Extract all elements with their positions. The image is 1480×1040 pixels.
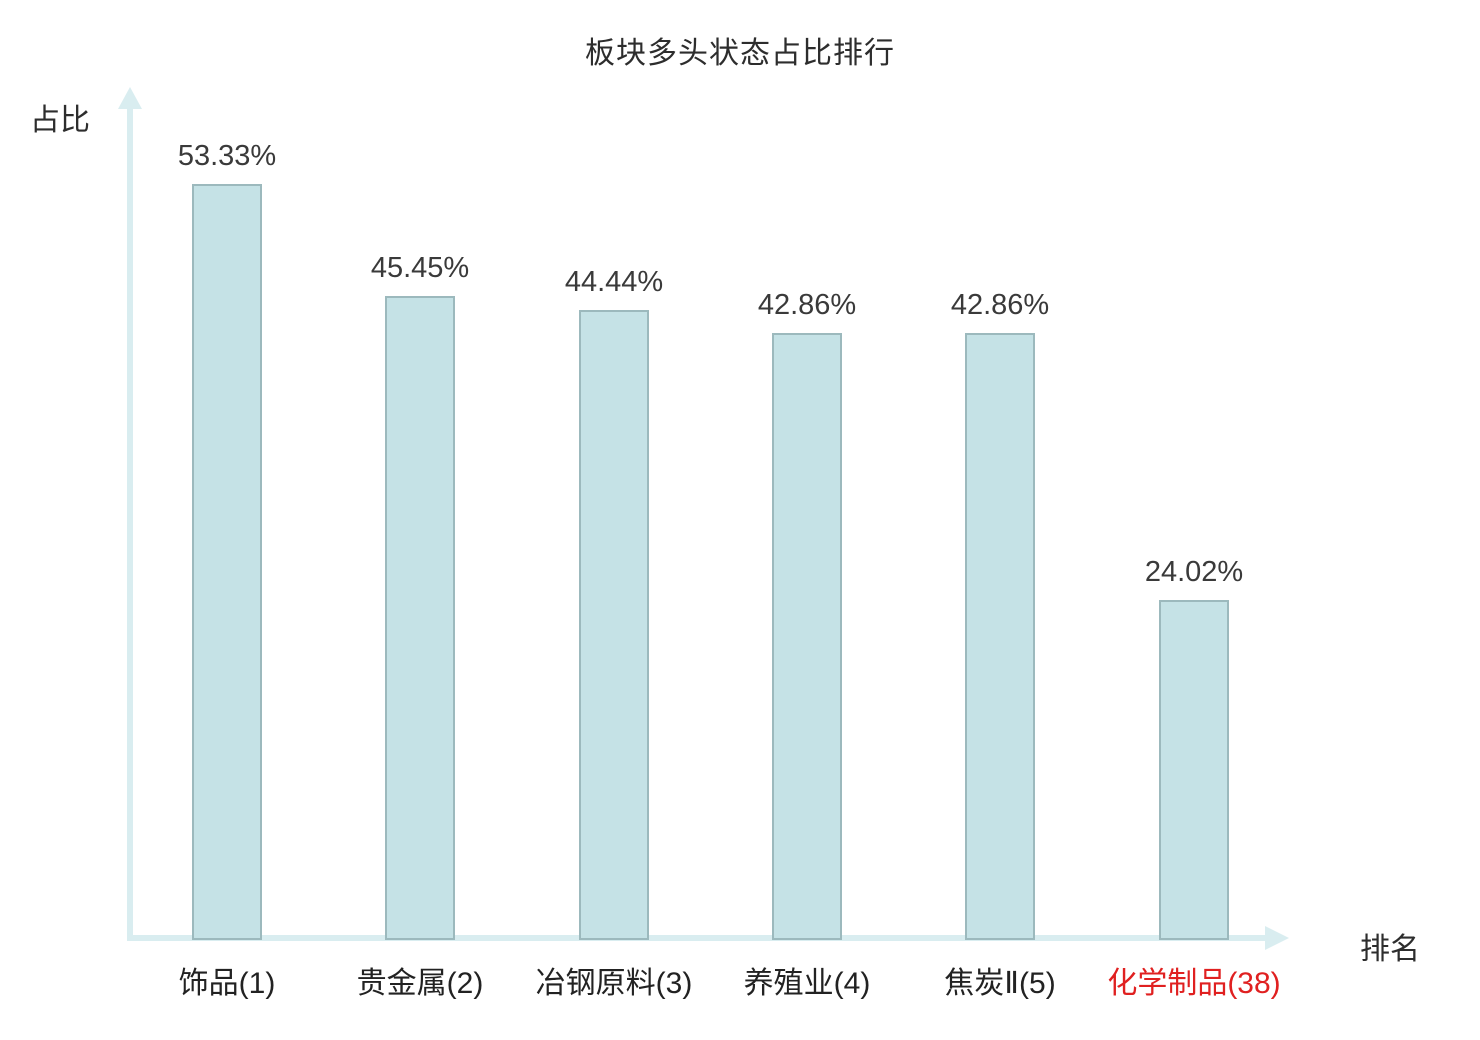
category-label-3: 冶钢原料(3) (535, 967, 693, 1000)
bar-贵金属(2) (385, 296, 455, 940)
y-axis-label: 占比 (30, 104, 90, 137)
bar-value-label: 42.86% (950, 289, 1050, 321)
x-axis-label: 排名 (1360, 933, 1420, 966)
x-axis-line (127, 935, 1265, 941)
category-label-4: 养殖业(4) (743, 967, 871, 1000)
bar-饰品(1) (192, 184, 262, 940)
chart-title: 板块多头状态占比排行 (585, 37, 895, 70)
y-axis-line (127, 104, 133, 941)
y-axis-arrowhead-icon (118, 87, 142, 109)
bar-value-label: 53.33% (177, 140, 277, 172)
category-label-1: 饰品(1) (178, 967, 276, 1000)
bar-冶钢原料(3) (579, 310, 649, 940)
category-label-6: 化学制品(38) (1107, 967, 1281, 1000)
bar-value-label: 45.45% (370, 252, 470, 284)
x-axis-arrowhead-icon (1265, 926, 1289, 950)
bar-焦炭Ⅱ(5) (965, 333, 1035, 940)
bar-value-label: 24.02% (1144, 556, 1244, 588)
bar-化学制品(38) (1159, 600, 1229, 940)
bar-value-label: 42.86% (757, 289, 857, 321)
bar-value-label: 44.44% (564, 266, 664, 298)
category-label-5: 焦炭Ⅱ(5) (944, 967, 1056, 1000)
category-label-2: 贵金属(2) (356, 967, 484, 1000)
bar-养殖业(4) (772, 333, 842, 940)
